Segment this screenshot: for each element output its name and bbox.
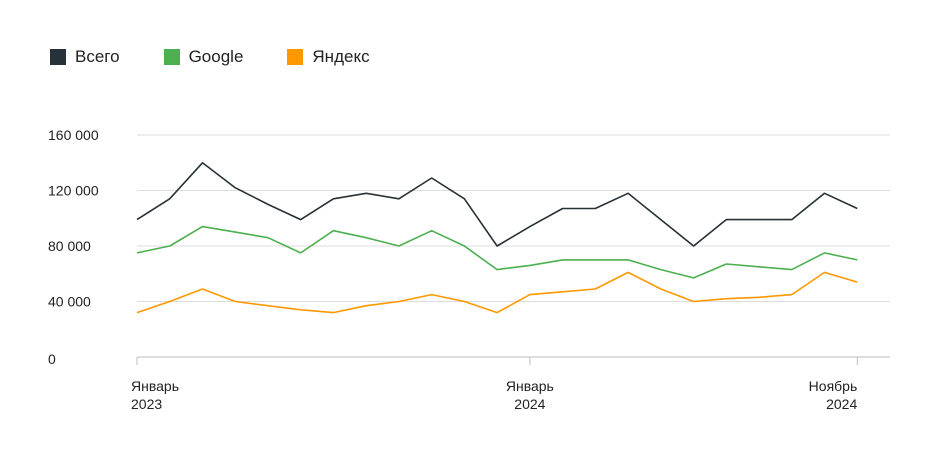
series-line-2 <box>136 271 858 314</box>
series-line-1 <box>136 225 858 279</box>
x-tick-label: Январь <box>506 378 554 394</box>
x-tick-label-year: 2023 <box>131 396 162 412</box>
y-tick-label: 0 <box>48 351 56 367</box>
legend: Всего Google Яндекс <box>50 47 414 67</box>
x-tick-label-year: 2024 <box>514 396 545 412</box>
y-tick-label: 80 000 <box>48 238 91 254</box>
legend-item-google[interactable]: Google <box>163 47 244 67</box>
x-tick-label: Ноябрь <box>809 378 858 394</box>
legend-label-total: Всего <box>75 47 120 66</box>
y-tick-label: 120 000 <box>48 183 99 199</box>
legend-swatch-yandex <box>287 49 304 65</box>
y-tick-label: 40 000 <box>48 294 91 310</box>
legend-swatch-google <box>163 49 180 65</box>
legend-swatch-total <box>50 49 66 65</box>
legend-item-total[interactable]: Всего <box>50 47 120 67</box>
series-line-0 <box>136 162 858 247</box>
x-tick-label-year: 2024 <box>826 396 857 412</box>
x-tick-label: Январь <box>131 378 179 394</box>
legend-item-yandex[interactable]: Яндекс <box>287 47 370 67</box>
legend-label-google: Google <box>188 47 244 66</box>
legend-label-yandex: Яндекс <box>312 47 370 66</box>
y-tick-label: 160 000 <box>48 127 99 143</box>
